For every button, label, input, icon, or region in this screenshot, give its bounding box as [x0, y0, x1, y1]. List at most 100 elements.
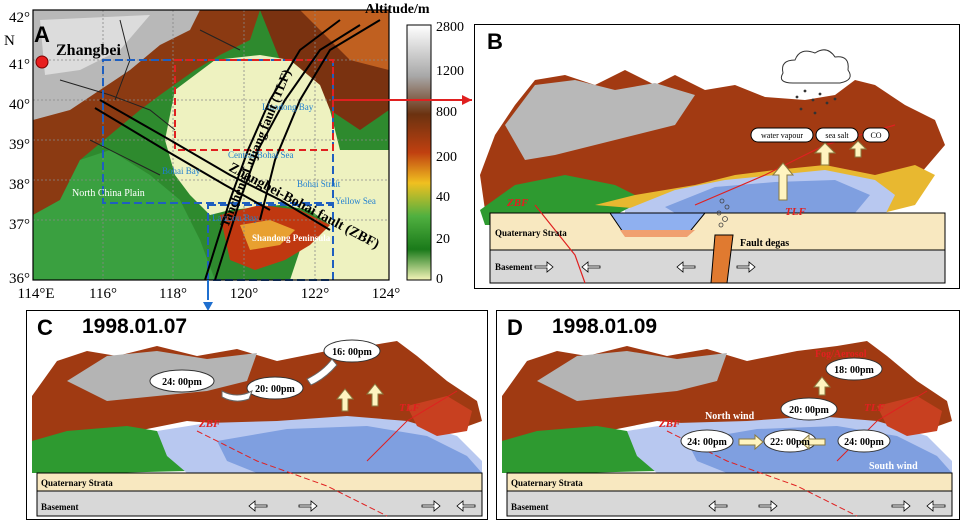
panel-c: 16: 00pm 24: 00pm 20: 00pm ZBF TLF Quate…	[26, 310, 488, 520]
colorbar-tick: 1200	[436, 64, 464, 79]
c-basement-block	[36, 490, 483, 517]
panel-d: 18: 00pm 20: 00pm 24: 00pm 22: 00pm 24: …	[496, 310, 960, 520]
lon-label: 114°E	[17, 286, 54, 300]
b-fault-conduit	[710, 234, 734, 284]
panel-b-svg: water vapour sea salt CO ZBF TLF Quatern…	[480, 49, 946, 284]
panel-a-svg: Zhangbei 42° 41° 40° 39° 38° 37° 36° N 1…	[4, 2, 472, 300]
c-tlf-line	[366, 390, 458, 462]
c-strata-label: Quaternary Strata	[41, 478, 113, 488]
c-peninsula	[407, 396, 472, 436]
d-time-label: 22: 00pm	[770, 437, 810, 448]
d-fog-label: Fog/Aerosol	[815, 349, 867, 360]
north-label: N	[4, 33, 15, 49]
colorbar-tick: 2800	[436, 20, 464, 35]
map-border	[32, 9, 390, 281]
bohai-sea	[165, 55, 389, 280]
lat-label: 40°	[9, 97, 30, 113]
colorbar-ticks: 2800 1200 800 200 40 20 0	[436, 20, 464, 287]
d-time-label: 18: 00pm	[834, 365, 874, 376]
region-label: Shandong Peninsula	[252, 233, 331, 243]
north-china-plain	[33, 150, 215, 280]
panel-b: water vapour sea salt CO ZBF TLF Quatern…	[474, 24, 960, 289]
c-zbf-line	[196, 430, 388, 517]
region-label: Liaodong Bay	[262, 102, 314, 112]
panel-b-extent-box	[174, 59, 334, 151]
lon-labels: 114°E 116° 118° 120° 122° 124°	[17, 286, 400, 300]
d-peninsula	[877, 396, 942, 436]
d-time-label: 24: 00pm	[844, 437, 884, 448]
lat-label: 42°	[9, 10, 30, 26]
lon-label: 118°	[159, 286, 187, 300]
colorbar-tick: 200	[436, 150, 457, 165]
panel-d-svg: 18: 00pm 20: 00pm 24: 00pm 22: 00pm 24: …	[502, 341, 953, 517]
lon-label: 116°	[89, 286, 117, 300]
panel-label-d: D	[507, 315, 523, 340]
ne-highland	[300, 10, 389, 70]
colorbar-tick: 800	[436, 105, 457, 120]
b-degas-label: Fault degas	[740, 238, 789, 249]
b-label-salt: sea salt	[825, 131, 849, 140]
d-high-terrain	[537, 351, 727, 401]
d-north-wind-label: North wind	[705, 411, 755, 422]
b-label-box	[862, 127, 890, 143]
c-sea	[217, 426, 482, 473]
b-high-terrain	[505, 80, 695, 160]
region-label: Bohai Strait	[297, 179, 341, 189]
c-tlf-label: TLF	[399, 402, 420, 414]
b-label-vapour: water vapour	[761, 131, 803, 140]
study-area-box	[102, 59, 334, 204]
lon-label: 120°	[230, 286, 259, 300]
d-date: 1998.01.09	[552, 315, 658, 338]
panel-a-map: Zhangbei 42° 41° 40° 39° 38° 37° 36° N 1…	[0, 0, 472, 300]
b-particles	[795, 89, 837, 115]
lon-label: 122°	[301, 286, 330, 300]
b-cloud-icon	[780, 49, 851, 84]
c-wind-arrows	[221, 358, 338, 402]
d-strain-arrows	[708, 500, 946, 512]
d-strata-label: Quaternary Strata	[511, 478, 583, 488]
d-time-bubbles	[680, 357, 891, 453]
shandong-highland	[240, 220, 295, 250]
lon-label: 124°	[372, 286, 401, 300]
b-sea	[665, 180, 870, 213]
lat-labels: 42° 41° 40° 39° 38° 37° 36°	[9, 10, 30, 287]
station-label: Zhangbei	[56, 42, 121, 59]
b-sediment	[620, 230, 695, 237]
c-zbf-label: ZBF	[198, 418, 221, 430]
d-time-label: 24: 00pm	[687, 437, 727, 448]
d-wind-arrows	[738, 376, 832, 451]
c-time-bubbles	[149, 339, 381, 400]
colorbar-tick: 40	[436, 190, 450, 205]
colorbar-tick: 0	[436, 272, 443, 287]
c-up-arrows	[335, 383, 385, 412]
lat-label: 41°	[9, 57, 30, 73]
c-time-label: 24: 00pm	[162, 377, 202, 388]
colorbar-tick: 20	[436, 232, 450, 247]
d-time-label: 20: 00pm	[789, 405, 829, 416]
b-label-box	[750, 127, 814, 143]
c-time-label: 16: 00pm	[332, 347, 372, 358]
fault-lines	[94, 19, 381, 281]
d-south-wind-label: South wind	[869, 461, 918, 472]
region-label: North China Plain	[72, 188, 145, 199]
region-label: Central Bohai Sea	[228, 150, 293, 160]
arrow-to-b-head-icon	[462, 95, 472, 105]
d-basement-block	[506, 490, 953, 517]
lat-label: 36°	[9, 271, 30, 287]
colorbar-title: Altitude/m	[365, 2, 430, 17]
d-basement-label: Basement	[511, 502, 549, 512]
b-strata-label: Quaternary Strata	[495, 228, 567, 238]
region-label: Laizhou Bay	[212, 213, 259, 223]
b-zbf-label: ZBF	[506, 197, 529, 209]
c-date: 1998.01.07	[82, 315, 188, 338]
c-basement-label: Basement	[41, 502, 79, 512]
lat-label: 38°	[9, 177, 30, 193]
panel-label-c: C	[37, 315, 53, 340]
b-label-co: CO	[870, 131, 881, 140]
b-basement-label: Basement	[495, 262, 533, 272]
colorbar	[406, 24, 432, 281]
panel-c-svg: 16: 00pm 24: 00pm 20: 00pm ZBF TLF Quate…	[32, 339, 483, 517]
lat-label: 37°	[9, 217, 30, 233]
d-zbf-line	[666, 430, 858, 517]
b-zbf-line	[534, 204, 586, 284]
